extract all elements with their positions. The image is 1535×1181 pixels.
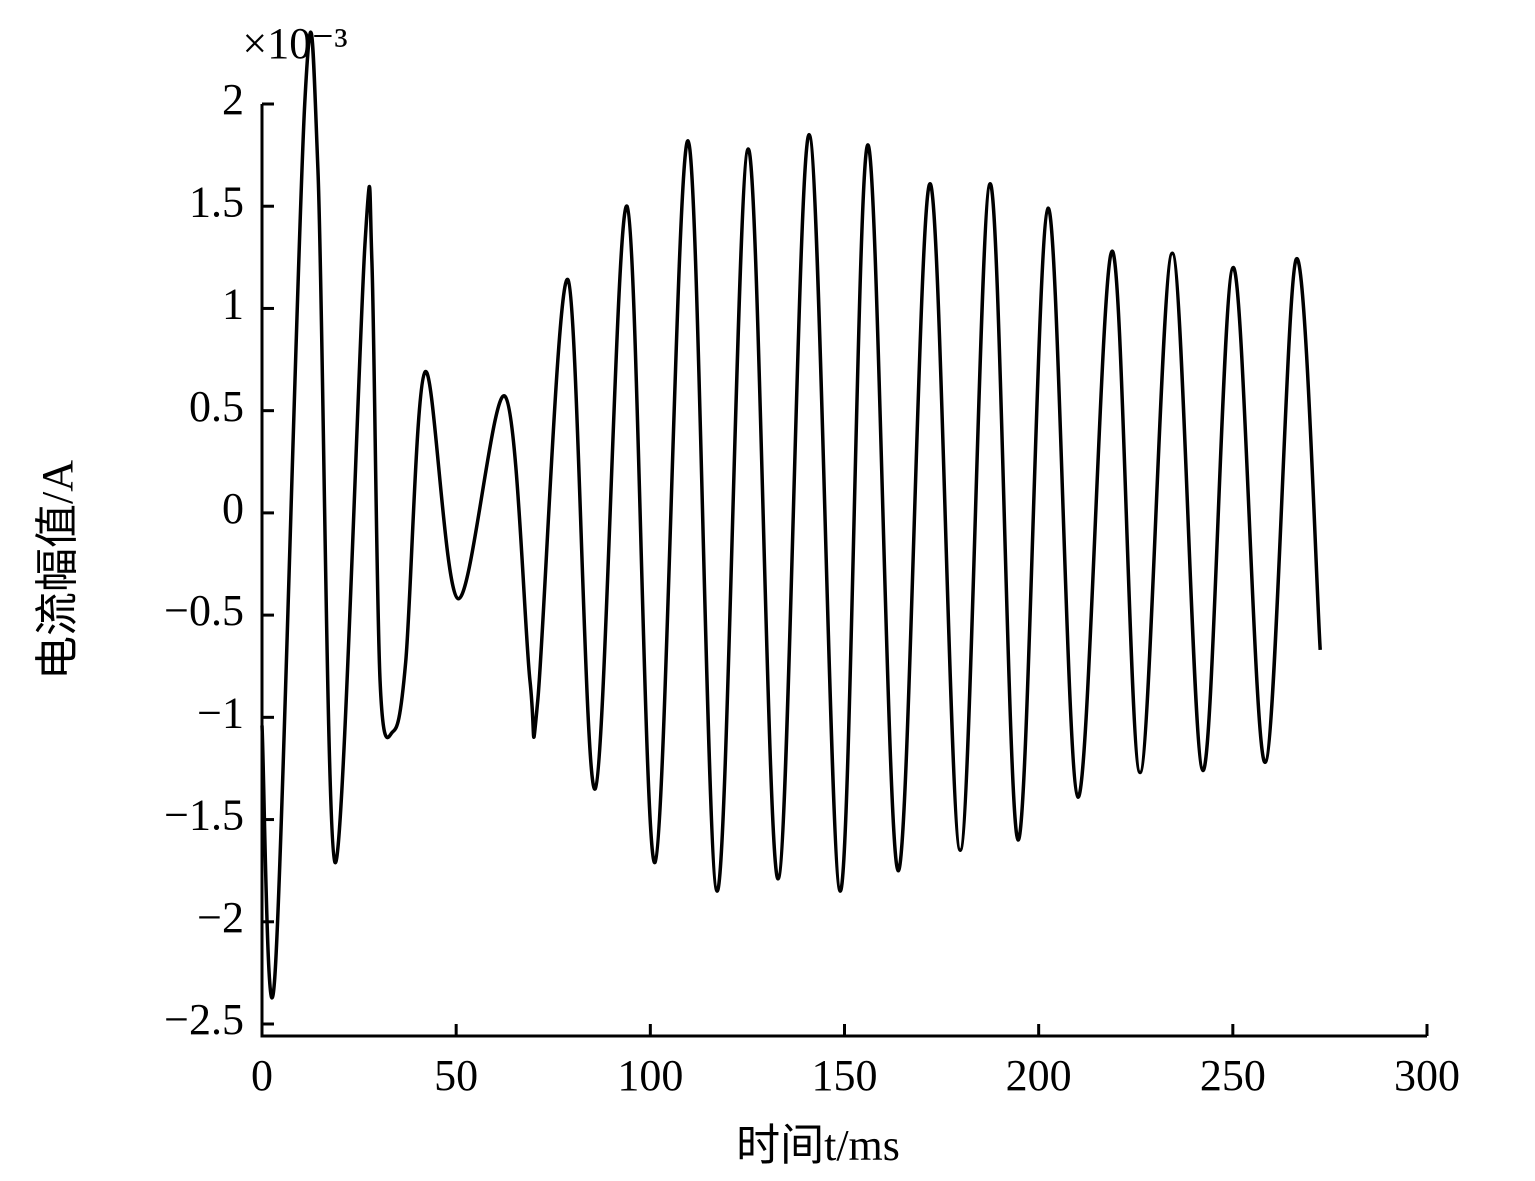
y-tick-label: 1.5 (189, 177, 244, 226)
y-tick-label: −2.5 (164, 995, 244, 1044)
y-tick-label: −1.5 (164, 791, 244, 840)
line-series (260, 30, 1322, 1000)
x-tick-label: 200 (1006, 1051, 1072, 1100)
y-tick-label: −0.5 (164, 586, 244, 635)
x-tick-label: 150 (812, 1051, 878, 1100)
x-tick-label: 0 (251, 1051, 273, 1100)
x-tick-label: 100 (617, 1051, 683, 1100)
x-axis-label: 时间t/ms (736, 1121, 900, 1170)
y-tick-label: −2 (197, 893, 244, 942)
x-tick-label: 300 (1394, 1051, 1460, 1100)
x-tick-label: 250 (1200, 1051, 1266, 1100)
y-axis-label: 电流幅值/A (33, 460, 82, 680)
axis-multiplier: ×10⁻³ (242, 19, 347, 68)
y-tick-label: 1 (222, 280, 244, 329)
x-tick-label: 50 (434, 1051, 478, 1100)
y-tick-label: −1 (197, 688, 244, 737)
y-tick-label: 0 (222, 484, 244, 533)
y-tick-label: 0.5 (189, 382, 244, 431)
y-tick-label: 2 (222, 75, 244, 124)
